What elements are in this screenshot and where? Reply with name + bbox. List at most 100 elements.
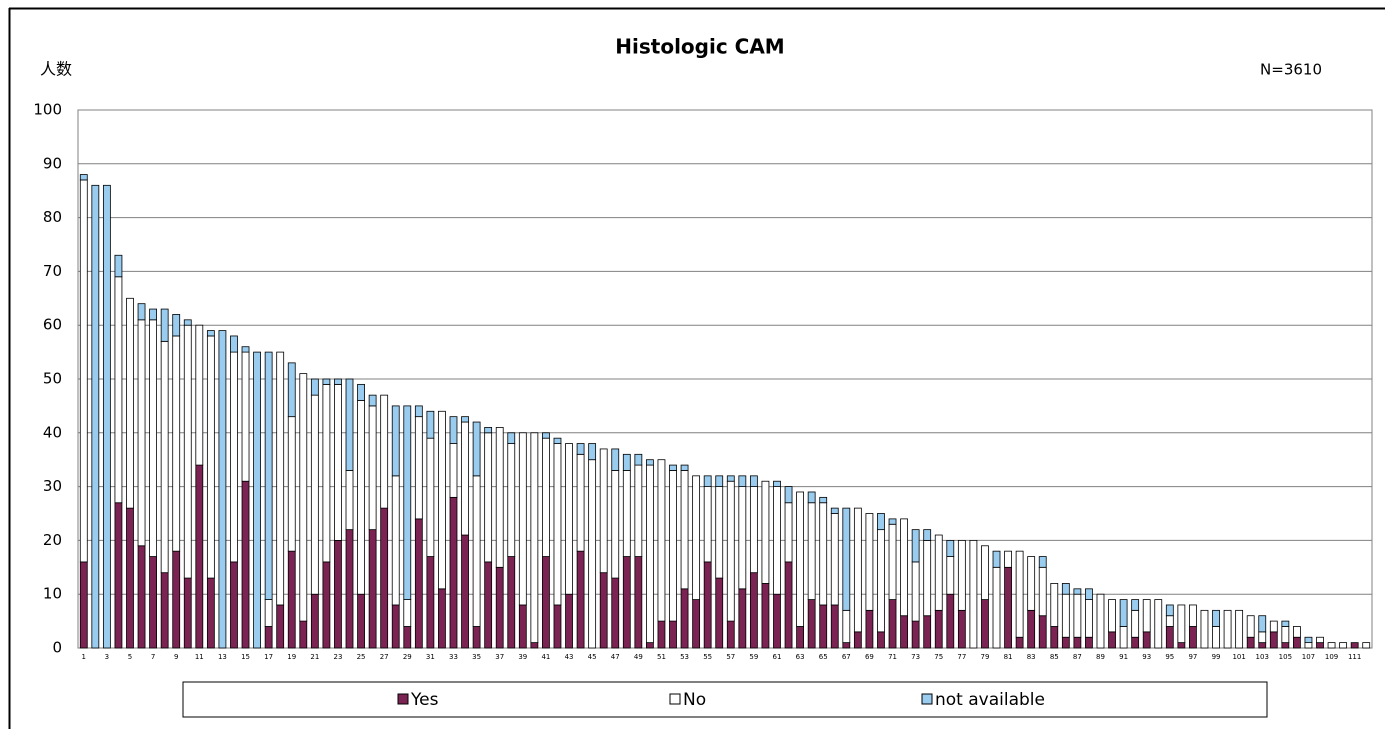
bar-segment	[553, 443, 562, 606]
chart-title: Histologic CAM	[615, 35, 784, 59]
bar-segment	[749, 475, 758, 487]
bar-segment	[553, 437, 562, 444]
bar-segment	[241, 346, 250, 353]
bar-segment	[218, 330, 227, 649]
bar-segment	[1038, 615, 1047, 649]
bar-segment	[1304, 636, 1313, 644]
bar-segment	[669, 620, 677, 649]
bar-segment	[957, 540, 966, 611]
bar-segment	[946, 556, 955, 595]
legend-box	[182, 681, 1268, 718]
bar-segment	[807, 502, 816, 600]
annotation: N=3610	[1260, 61, 1322, 79]
x-tick-label: 105	[1279, 653, 1292, 661]
legend-label: No	[683, 690, 706, 710]
x-tick-label: 65	[819, 653, 828, 661]
bar-segment	[79, 179, 88, 563]
bar-segment	[1015, 550, 1024, 638]
legend-label: Yes	[410, 690, 439, 710]
bar-segment	[322, 383, 331, 563]
bar-segment	[911, 529, 920, 563]
bar-segment	[230, 561, 238, 649]
bar-segment	[449, 416, 458, 444]
bar-segment	[934, 609, 943, 649]
legend-swatch	[669, 693, 681, 705]
bar-segment	[923, 529, 932, 541]
bar-segment	[703, 561, 712, 649]
bar-segment	[726, 475, 735, 482]
bar-segment	[599, 448, 608, 574]
x-tick-label: 73	[911, 653, 920, 661]
bar-segment	[206, 330, 215, 337]
bar-segment	[1061, 636, 1070, 649]
bar-segment	[426, 437, 435, 557]
bar-segment	[507, 432, 516, 444]
bar-segment	[692, 599, 701, 649]
bar-segment	[911, 561, 920, 622]
y-tick-label: 90	[43, 154, 62, 172]
bar-segment	[576, 443, 585, 455]
x-tick-label: 41	[541, 653, 550, 661]
bar-segment	[1212, 609, 1220, 627]
bar-segment	[334, 540, 342, 649]
x-tick-label: 11	[195, 653, 204, 661]
bar-segment	[530, 432, 539, 644]
bar-segment	[796, 491, 804, 627]
bar-segment	[195, 324, 204, 466]
bar-segment	[368, 405, 377, 531]
x-tick-label: 29	[403, 653, 412, 661]
x-tick-label: 63	[796, 653, 805, 661]
legend-swatch	[397, 693, 409, 705]
bar-segment	[91, 184, 100, 649]
x-tick-label: 35	[472, 653, 481, 661]
y-tick-label: 20	[43, 531, 62, 549]
x-tick-label: 99	[1212, 653, 1221, 661]
y-tick-label: 10	[43, 585, 62, 603]
bar-segment	[738, 588, 747, 649]
bar-segment	[565, 443, 573, 595]
bar-segment	[830, 513, 839, 606]
bar-segment	[669, 470, 677, 622]
bar-segment	[969, 540, 978, 649]
bar-segment	[692, 475, 701, 600]
bar-segment	[726, 620, 735, 649]
bar-segment	[773, 486, 781, 595]
bar-segment	[749, 572, 758, 649]
x-tick-label: 37	[495, 653, 504, 661]
bar-segment	[287, 416, 296, 552]
bar-segment	[461, 416, 469, 423]
bar-segment	[715, 475, 724, 487]
bar-segment	[1165, 626, 1174, 649]
x-tick-label: 97	[1188, 653, 1197, 661]
bar-segment	[865, 609, 874, 649]
x-tick-label: 71	[888, 653, 897, 661]
bar-segment	[1004, 550, 1012, 568]
bar-segment	[391, 604, 400, 649]
bar-segment	[1108, 599, 1116, 633]
x-tick-label: 9	[174, 653, 178, 661]
bar-segment	[114, 254, 123, 278]
bar-segment	[160, 308, 169, 342]
bar-segment	[599, 572, 608, 649]
bar-segment	[622, 470, 631, 557]
bar-segment	[877, 529, 885, 633]
bar-segment	[981, 545, 989, 600]
bar-segment	[264, 626, 273, 649]
bar-segment	[981, 599, 989, 649]
bar-segment	[1212, 626, 1220, 649]
x-tick-label: 111	[1348, 653, 1361, 661]
bar-segment	[484, 561, 493, 649]
bar-segment	[1142, 631, 1151, 649]
bar-segment	[172, 550, 181, 649]
x-tick-label: 85	[1050, 653, 1059, 661]
bar-segment	[518, 604, 527, 649]
bar-segment	[253, 351, 261, 649]
bar-segment	[1293, 636, 1301, 649]
bar-segment	[715, 486, 724, 579]
bar-segment	[241, 480, 250, 649]
bar-segment	[588, 459, 597, 649]
bar-segment	[1165, 615, 1174, 627]
bar-segment	[438, 588, 446, 649]
bar-segment	[391, 475, 400, 606]
